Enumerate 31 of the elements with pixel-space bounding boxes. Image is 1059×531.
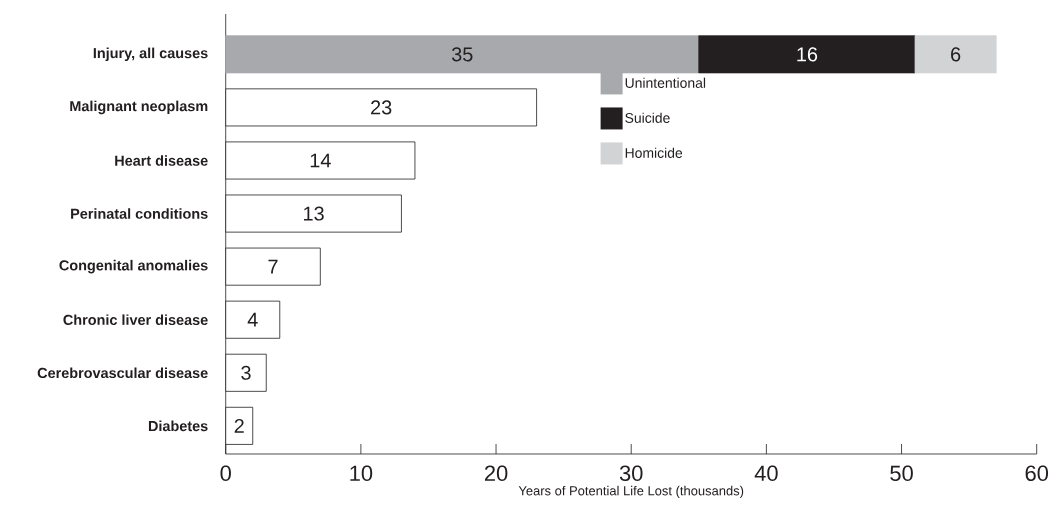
x-axis-title: Years of Potential Life Lost (thousands): [518, 485, 744, 498]
data-label: 23: [371, 100, 392, 115]
y-tick-label: Malignant neoplasm: [70, 100, 208, 115]
data-label: 2: [234, 418, 244, 433]
y-tick-label: Heart disease: [115, 155, 208, 166]
y-tick-label: Chronic liver disease: [63, 314, 208, 326]
y-tick-label: Cerebrovascular disease: [37, 367, 208, 379]
bar: [698, 35, 916, 74]
x-tick-label: 60: [1025, 465, 1049, 482]
y-tick-label: Diabetes: [148, 420, 208, 432]
legend-label: Homicide: [625, 147, 683, 158]
data-label: 6: [951, 47, 961, 62]
y-tick-label: Congenital anomalies: [59, 259, 208, 274]
bar: [914, 35, 997, 74]
x-tick-label: 20: [484, 465, 508, 482]
legend-label: Suicide: [625, 112, 670, 123]
data-label: 13: [304, 206, 324, 221]
legend-label: Unintentional: [625, 77, 706, 88]
data-label: 14: [310, 153, 331, 168]
x-tick-label: 40: [754, 465, 778, 482]
x-tick-label: 10: [350, 465, 373, 482]
data-label: 16: [797, 47, 818, 62]
data-label: 3: [241, 365, 251, 380]
x-tick-label: 0: [220, 465, 231, 482]
x-tick-label: 30: [619, 465, 643, 482]
y-tick-label: Perinatal conditions: [71, 208, 208, 219]
data-label: 35: [451, 47, 473, 62]
data-label: 7: [268, 259, 278, 274]
y-tick-label: Injury, all causes: [93, 47, 208, 62]
x-tick-label: 50: [890, 465, 913, 482]
data-label: 4: [247, 312, 258, 327]
